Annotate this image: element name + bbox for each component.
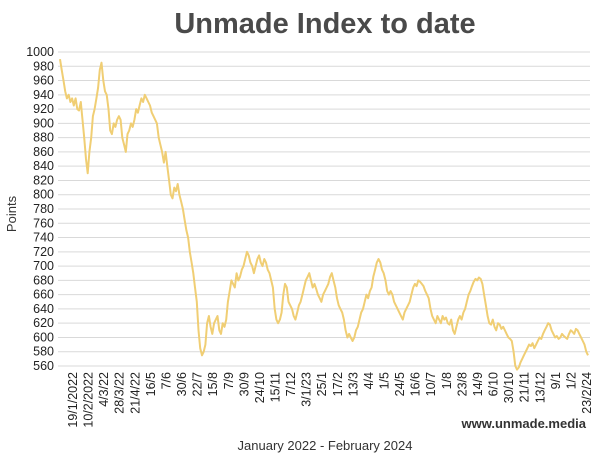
x-tick-label: 23/2/24 bbox=[580, 372, 594, 414]
x-tick-label: 14/9 bbox=[471, 372, 485, 396]
credit-text: www.unmade.media bbox=[461, 416, 587, 431]
x-tick-label: 6/10 bbox=[487, 372, 501, 396]
x-tick-label: 10/2/2022 bbox=[82, 372, 96, 428]
y-tick-label: 640 bbox=[33, 302, 54, 316]
y-tick-label: 820 bbox=[33, 173, 54, 187]
x-tick-label: 15/8 bbox=[206, 372, 220, 396]
y-axis-label: Points bbox=[4, 195, 19, 232]
y-tick-label: 840 bbox=[33, 159, 54, 173]
y-tick-label: 700 bbox=[33, 259, 54, 273]
y-tick-label: 660 bbox=[33, 288, 54, 302]
y-tick-label: 860 bbox=[33, 145, 54, 159]
x-tick-label: 1/5 bbox=[378, 372, 392, 389]
grid-lines bbox=[58, 51, 590, 367]
x-tick-label: 21/11 bbox=[518, 372, 532, 402]
y-tick-label: 680 bbox=[33, 273, 54, 287]
x-tick-label: 10/7 bbox=[424, 372, 438, 396]
series-line bbox=[59, 58, 589, 371]
y-tick-label: 960 bbox=[33, 74, 54, 88]
y-tick-label: 800 bbox=[33, 188, 54, 202]
y-tick-label: 620 bbox=[33, 316, 54, 330]
x-tick-label: 7/12 bbox=[284, 372, 298, 396]
y-tick-label: 600 bbox=[33, 330, 54, 344]
y-tick-label: 720 bbox=[33, 245, 54, 259]
y-tick-label: 780 bbox=[33, 202, 54, 216]
y-tick-label: 580 bbox=[33, 345, 54, 359]
x-tick-label: 4/3/22 bbox=[97, 372, 111, 407]
x-tick-label: 30/9 bbox=[237, 372, 251, 396]
y-axis-ticks: 5605806006206406606807007207407607808008… bbox=[26, 45, 54, 373]
x-tick-label: 9/1 bbox=[549, 372, 563, 389]
x-tick-label: 30/6 bbox=[175, 372, 189, 396]
x-tick-label: 13/3 bbox=[346, 372, 360, 396]
x-tick-label: 7/6 bbox=[159, 372, 173, 389]
x-tick-label: 7/9 bbox=[222, 372, 236, 389]
x-tick-label: 30/10 bbox=[502, 372, 516, 403]
x-axis-label: January 2022 - February 2024 bbox=[238, 438, 413, 453]
y-tick-label: 740 bbox=[33, 231, 54, 245]
y-tick-label: 920 bbox=[33, 102, 54, 116]
y-tick-label: 900 bbox=[33, 116, 54, 130]
x-tick-label: 25/1 bbox=[315, 372, 329, 396]
x-tick-label: 1/8 bbox=[440, 372, 454, 389]
x-tick-label: 1/2 bbox=[564, 372, 578, 389]
x-tick-label: 19/1/2022 bbox=[66, 372, 80, 428]
x-axis-ticks: 19/1/2022 10/2/2022 4/3/22 28/3/22 21/4/22 16… bbox=[66, 372, 594, 428]
x-tick-label: 16/6 bbox=[409, 372, 423, 396]
x-tick-label: 24/5 bbox=[393, 372, 407, 396]
y-tick-label: 1000 bbox=[26, 45, 54, 59]
y-tick-label: 940 bbox=[33, 88, 54, 102]
y-tick-label: 760 bbox=[33, 216, 54, 230]
x-tick-label: 3/1/23 bbox=[300, 372, 314, 407]
x-tick-label: 28/3/22 bbox=[113, 372, 127, 414]
x-tick-label: 22/7 bbox=[191, 372, 205, 396]
x-tick-label: 24/10 bbox=[253, 372, 267, 403]
x-tick-label: 17/2 bbox=[331, 372, 345, 396]
chart-title: Unmade Index to date bbox=[174, 8, 475, 40]
x-tick-label: 15/11 bbox=[268, 372, 282, 402]
y-tick-label: 880 bbox=[33, 131, 54, 145]
x-tick-label: 16/5 bbox=[144, 372, 158, 396]
x-tick-label: 13/12 bbox=[533, 372, 547, 403]
x-tick-label: 4/4 bbox=[362, 372, 376, 389]
y-tick-label: 980 bbox=[33, 59, 54, 73]
x-tick-label: 21/4/22 bbox=[128, 372, 142, 414]
series-group bbox=[59, 58, 589, 371]
x-tick-label: 23/8 bbox=[455, 372, 469, 396]
y-tick-label: 560 bbox=[33, 359, 54, 373]
